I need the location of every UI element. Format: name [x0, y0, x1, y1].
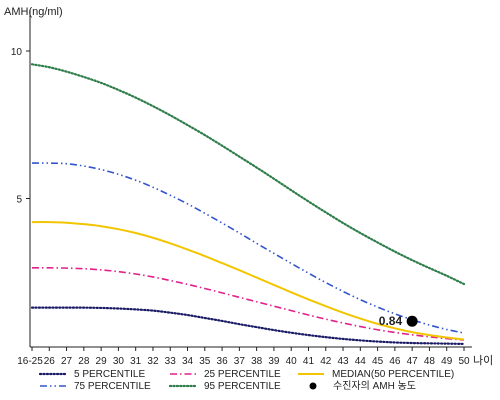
series-line-4 [30, 63, 466, 286]
legend-label: 5 PERCENTILE [74, 369, 145, 380]
x-tick-label: 50 [458, 356, 470, 367]
legend-marker-dot [309, 382, 317, 390]
x-axis-title: 나이 [473, 354, 493, 367]
marker-layer: 0.84 [379, 314, 418, 328]
x-tick-label: 37 [234, 356, 246, 367]
legend-label: 75 PERCENTILE [74, 381, 151, 392]
x-tick-label: 40 [286, 356, 298, 367]
axes: AMH(ng/ml) 나이 [4, 6, 493, 367]
x-tick-label: 49 [441, 356, 453, 367]
x-tick-label: 39 [268, 356, 280, 367]
amh-marker-point [406, 315, 418, 327]
series-line-1 [31, 267, 465, 341]
x-tick-label: 28 [78, 356, 90, 367]
x-tick-label: 45 [372, 356, 384, 367]
series-line-0 [30, 306, 466, 346]
x-tick-label: 44 [355, 356, 367, 367]
x-tick-label: 48 [424, 356, 436, 367]
x-tick-label: 42 [320, 356, 332, 367]
series-layer [30, 63, 466, 346]
amh-marker-label: 0.84 [379, 314, 403, 328]
x-tick-label: 41 [303, 356, 315, 367]
legend-label: 25 PERCENTILE [204, 369, 281, 380]
x-tick-label: 29 [96, 356, 108, 367]
x-tick-label: 27 [61, 356, 73, 367]
x-tick-label: 26 [44, 356, 56, 367]
legend-label: 95 PERCENTILE [204, 381, 281, 392]
y-tick-label: 10 [11, 47, 23, 58]
x-tick-label: 38 [251, 356, 263, 367]
x-tick-label: 16-25 [17, 356, 43, 367]
x-tick-label: 32 [147, 356, 159, 367]
x-tick-label: 36 [217, 356, 229, 367]
legend: 5 PERCENTILE 25 PERCENTILE MEDIAN(50 PERCE… [38, 369, 454, 392]
y-tick-label: 5 [16, 195, 22, 206]
legend-marker-label: 수진자의 AMH 농도 [333, 380, 416, 392]
series-line-2 [31, 221, 465, 341]
x-tick-label: 43 [337, 356, 349, 367]
series-line-3 [31, 162, 465, 334]
x-tick-label: 34 [182, 356, 194, 367]
y-axis-title: AMH(ng/ml) [4, 6, 63, 18]
legend-label: MEDIAN(50 PERCENTILE) [332, 369, 454, 380]
x-tick-label: 31 [130, 356, 142, 367]
x-tick-label: 46 [389, 356, 401, 367]
x-tick-label: 30 [113, 356, 125, 367]
x-tick-label: 47 [407, 356, 419, 367]
x-tick-label: 33 [165, 356, 177, 367]
x-tick-label: 35 [199, 356, 211, 367]
tick-group: 10 5 16-25 26 27 28 29 30 31 32 33 34 35 36 37 38 39 40 41… [11, 47, 470, 367]
